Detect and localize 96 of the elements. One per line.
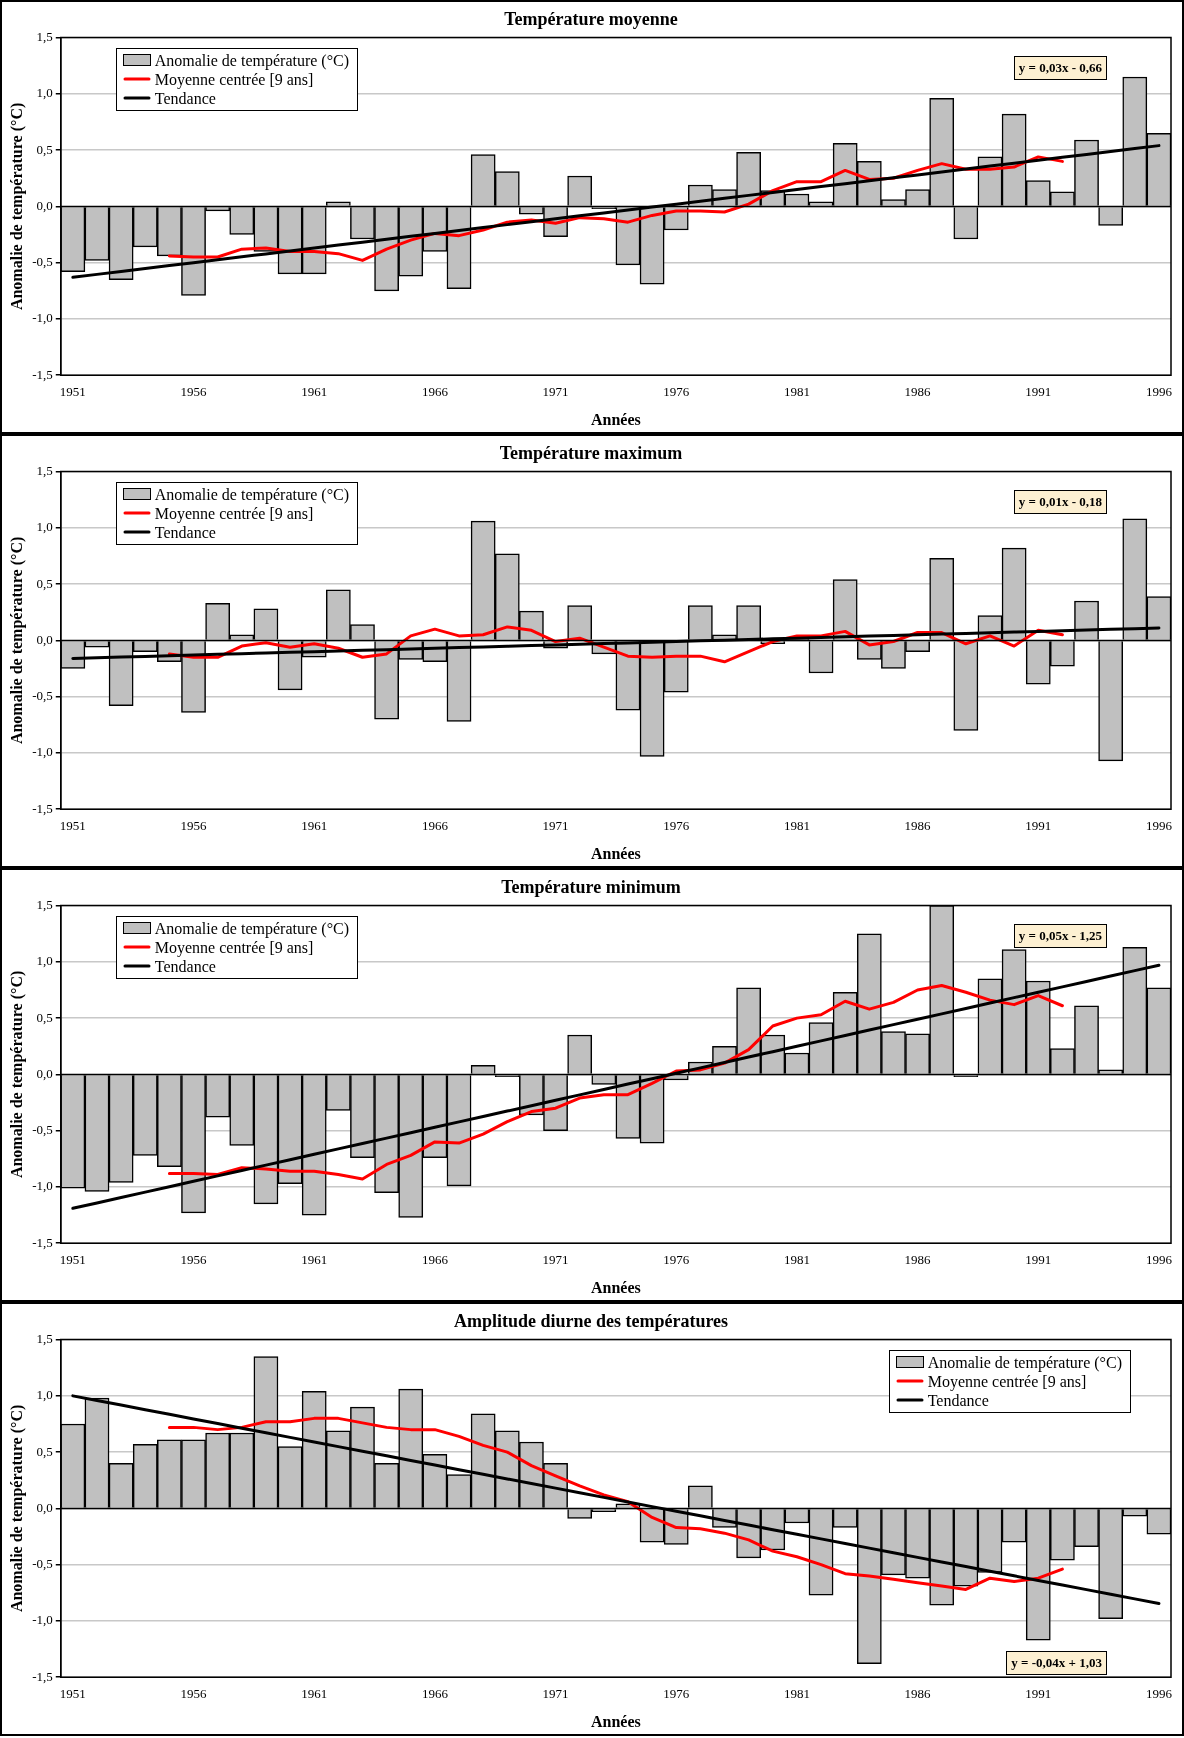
x-tick-label: 1981 [783, 384, 810, 400]
y-tick-label: 1,5 [36, 1331, 53, 1347]
y-axis-title: Anomalie de température (°C) [7, 1404, 26, 1613]
y-tick-label: 0,5 [36, 141, 53, 157]
y-tick-label: -1,5 [32, 366, 53, 382]
x-tick-label: 1986 [904, 384, 932, 400]
y-tick-label: 0,0 [36, 197, 53, 213]
y-tick-label: 1,0 [36, 1387, 53, 1403]
y-tick-label: -0,5 [32, 254, 53, 270]
y-tick-label: -0,5 [32, 1122, 53, 1138]
x-tick-label: 1996 [1145, 1252, 1173, 1268]
y-tick-label: 0,0 [36, 1065, 53, 1081]
legend-label: Tendance [154, 957, 216, 976]
chart-title: Température moyenne [504, 9, 678, 30]
x-tick-label: 1981 [783, 1252, 810, 1268]
x-tick-label: 1991 [1025, 1686, 1052, 1702]
x-tick-label: 1996 [1145, 818, 1173, 834]
x-tick-label: 1966 [421, 384, 449, 400]
y-tick-label: 1,5 [36, 463, 53, 479]
legend-label: Moyenne centrée [9 ans] [154, 938, 314, 957]
x-tick-label: 1986 [904, 818, 932, 834]
x-tick-label: 1986 [904, 1252, 932, 1268]
legend-label: Anomalie de température (°C) [154, 50, 350, 70]
x-tick-label: 1991 [1025, 384, 1052, 400]
x-tick-label: 1971 [542, 1686, 569, 1702]
legend-label: Tendance [154, 89, 216, 108]
x-tick-label: 1956 [180, 1686, 208, 1702]
x-tick-label: 1991 [1025, 1252, 1052, 1268]
legend-label: Anomalie de température (°C) [927, 1352, 1123, 1372]
annotation: y = -0,04x + 1,03 [1006, 1651, 1108, 1676]
x-tick-label: 1961 [301, 818, 328, 834]
legend-label: Moyenne centrée [9 ans] [927, 1372, 1087, 1391]
x-tick-label: 1981 [783, 818, 810, 834]
x-tick-label: 1951 [59, 1686, 86, 1702]
x-tick-label: 1976 [663, 1686, 690, 1702]
y-tick-label: 1,0 [36, 85, 53, 101]
annotation: y = 0,01x - 0,18 [1013, 489, 1108, 514]
y-tick-label: -1,0 [32, 1612, 53, 1628]
x-tick-label: 1956 [180, 818, 208, 834]
x-tick-label: 1976 [663, 1252, 690, 1268]
y-tick-label: -0,5 [32, 688, 53, 704]
y-tick-label: -1,5 [32, 1668, 53, 1684]
x-tick-label: 1971 [542, 384, 569, 400]
legend-label: Moyenne centrée [9 ans] [154, 70, 314, 89]
y-tick-label: 0,5 [36, 1009, 53, 1025]
x-tick-label: 1976 [663, 384, 690, 400]
annotation: y = 0,03x - 0,66 [1013, 55, 1108, 80]
y-tick-label: -1,0 [32, 744, 53, 760]
y-tick-label: 1,0 [36, 519, 53, 535]
legend-label: Anomalie de température (°C) [154, 484, 350, 504]
x-axis-title: Années [591, 1712, 641, 1730]
x-tick-label: 1961 [301, 1686, 328, 1702]
y-tick-label: -1,5 [32, 1234, 53, 1250]
legend-label: Anomalie de température (°C) [154, 918, 350, 938]
y-axis-title: Anomalie de température (°C) [7, 536, 26, 745]
x-tick-label: 1996 [1145, 1686, 1173, 1702]
x-tick-label: 1966 [421, 818, 449, 834]
x-tick-label: 1951 [59, 384, 86, 400]
y-tick-label: 0,5 [36, 1443, 53, 1459]
legend-label: Moyenne centrée [9 ans] [154, 504, 314, 523]
x-tick-label: 1961 [301, 384, 328, 400]
chart-title: Amplitude diurne des températures [453, 1311, 729, 1332]
y-tick-label: 1,5 [36, 29, 53, 45]
y-tick-label: 1,5 [36, 897, 53, 913]
y-tick-label: -0,5 [32, 1556, 53, 1572]
x-tick-label: 1966 [421, 1686, 449, 1702]
x-axis-title: Années [591, 844, 641, 862]
y-tick-label: -1,0 [32, 1178, 53, 1194]
y-axis-title: Anomalie de température (°C) [7, 970, 26, 1179]
x-tick-label: 1986 [904, 1686, 932, 1702]
x-tick-label: 1956 [180, 1252, 208, 1268]
x-axis-title: Années [591, 1278, 641, 1296]
y-tick-label: 0,0 [36, 631, 53, 647]
x-tick-label: 1981 [783, 1686, 810, 1702]
chart-title: Température maximum [499, 443, 683, 464]
x-tick-label: 1971 [542, 1252, 569, 1268]
y-axis-title: Anomalie de température (°C) [7, 102, 26, 311]
x-tick-label: 1996 [1145, 384, 1173, 400]
x-tick-label: 1956 [180, 384, 208, 400]
chart-title: Température minimum [501, 877, 681, 898]
y-tick-label: -1,0 [32, 310, 53, 326]
x-tick-label: 1966 [421, 1252, 449, 1268]
x-tick-label: 1951 [59, 1252, 86, 1268]
annotation: y = 0,05x - 1,25 [1013, 923, 1108, 948]
x-tick-label: 1991 [1025, 818, 1052, 834]
x-tick-label: 1961 [301, 1252, 328, 1268]
legend-label: Tendance [927, 1391, 989, 1410]
x-tick-label: 1971 [542, 818, 569, 834]
y-tick-label: 0,0 [36, 1499, 53, 1515]
legend-label: Tendance [154, 523, 216, 542]
x-tick-label: 1976 [663, 818, 690, 834]
x-axis-title: Années [591, 410, 641, 428]
y-tick-label: 0,5 [36, 575, 53, 591]
y-tick-label: -1,5 [32, 800, 53, 816]
x-tick-label: 1951 [59, 818, 86, 834]
y-tick-label: 1,0 [36, 953, 53, 969]
